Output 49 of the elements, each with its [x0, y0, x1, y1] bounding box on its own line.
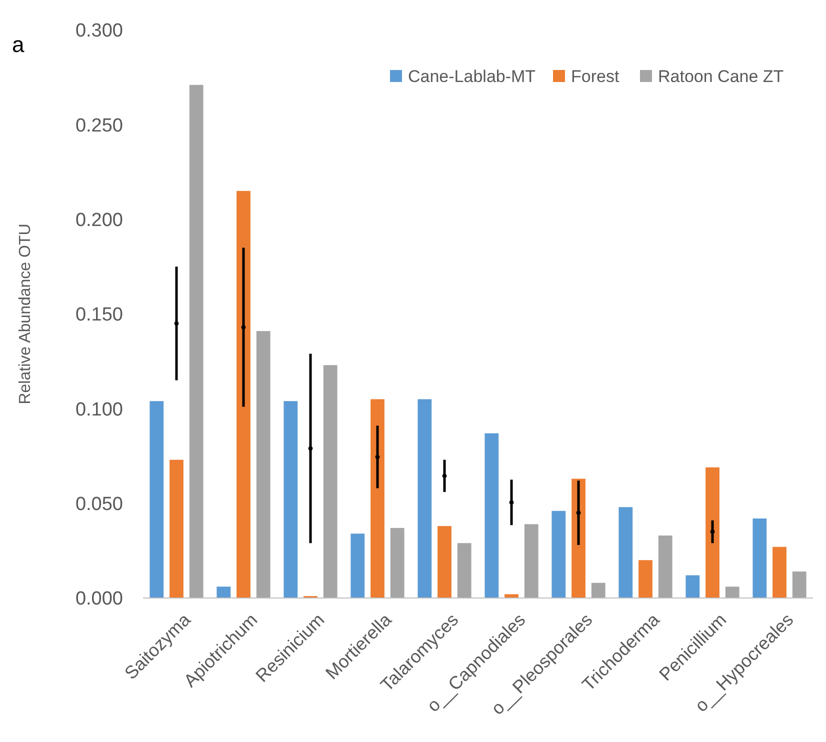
bar — [725, 586, 740, 598]
y-tick-label: 0.050 — [75, 494, 123, 515]
y-tick-label: 0.100 — [75, 399, 123, 420]
bar — [658, 536, 672, 598]
bar — [350, 534, 365, 598]
point — [375, 454, 380, 460]
y-tick-label: 0.150 — [75, 304, 123, 326]
bar — [418, 399, 432, 598]
bar — [370, 399, 384, 598]
bar — [686, 575, 700, 598]
bar — [484, 433, 499, 598]
y-tick-label: 0.200 — [75, 210, 123, 231]
bar — [752, 518, 767, 598]
bar — [150, 401, 164, 598]
point — [576, 510, 581, 515]
y-axis-title: Relative Abundance OTU — [17, 224, 34, 404]
bar — [706, 467, 720, 598]
bar — [504, 594, 518, 598]
text: a — [12, 32, 25, 57]
point — [710, 530, 715, 534]
point — [308, 446, 313, 451]
bar — [772, 546, 786, 598]
bar — [457, 543, 472, 598]
y-tick-label: 0.000 — [75, 588, 123, 610]
bar — [618, 507, 633, 598]
bar — [216, 586, 231, 598]
point — [241, 325, 246, 330]
point — [442, 474, 447, 478]
bar — [390, 528, 404, 598]
bar — [524, 524, 538, 598]
bar — [284, 401, 298, 598]
legend-label: Ratoon Cane ZT — [658, 67, 784, 86]
y-tick-label: 0.300 — [75, 20, 123, 42]
bar — [170, 460, 184, 598]
legend-label: Cane-Lablab-MT — [408, 67, 536, 86]
bar — [189, 84, 204, 598]
bar — [552, 510, 566, 598]
bar — [792, 571, 806, 598]
point — [174, 321, 179, 326]
bar — [438, 526, 452, 598]
bar — [591, 582, 606, 598]
y-tick-label: 0.250 — [75, 115, 123, 136]
bar — [572, 478, 586, 598]
bar — [638, 560, 652, 598]
point — [509, 500, 514, 505]
legend-label: Forest — [571, 67, 620, 86]
bar — [236, 190, 250, 598]
bar — [256, 331, 270, 598]
bar — [323, 365, 338, 598]
